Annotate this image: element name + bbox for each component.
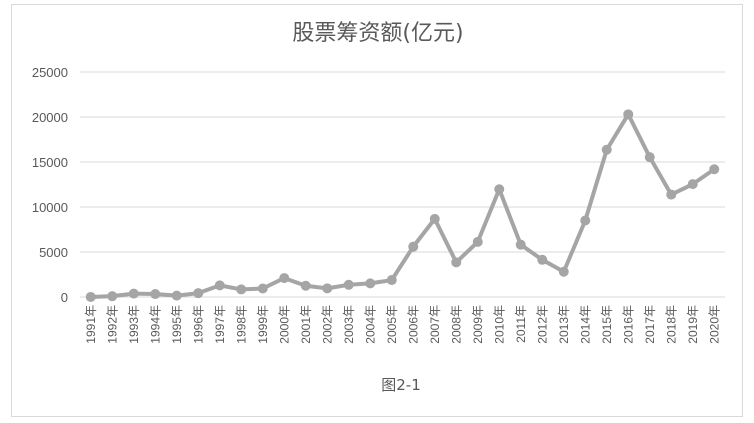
data-point-19 [494, 184, 505, 195]
y-tick-label-5: 25000 [32, 65, 68, 80]
data-point-28 [687, 179, 698, 190]
x-tick-label-4: 1995年 [170, 305, 184, 344]
series-layer [85, 109, 720, 302]
x-axis-ticks: 1991年 1992年 1993年 1994年 1995年 1996年 1997年 1998年… [84, 305, 722, 344]
x-tick-label-7: 1998年 [234, 305, 248, 344]
x-tick-label-6: 1997年 [213, 305, 227, 344]
data-point-20 [515, 239, 526, 250]
x-tick-label-23: 2014年 [578, 305, 592, 344]
x-tick-label-20: 2011年 [514, 305, 528, 343]
data-point-29 [709, 164, 720, 175]
data-point-11 [322, 283, 333, 294]
y-axis-ticks: 0 5000 10000 15000 20000 25000 [32, 65, 68, 305]
data-point-6 [214, 280, 225, 291]
data-point-17 [451, 257, 462, 268]
series-line-0 [88, 112, 717, 299]
data-point-5 [193, 288, 204, 299]
x-tick-label-26: 2017年 [643, 305, 657, 344]
data-point-13 [365, 278, 376, 289]
x-tick-label-9: 2000年 [277, 305, 291, 344]
x-tick-label-1: 1992年 [105, 305, 119, 344]
x-tick-label-21: 2012年 [535, 305, 549, 344]
data-point-15 [408, 241, 419, 252]
x-tick-label-22: 2013年 [557, 305, 571, 344]
x-tick-label-18: 2009年 [471, 305, 485, 344]
data-point-24 [601, 144, 612, 155]
data-point-8 [257, 283, 268, 294]
x-tick-label-16: 2007年 [428, 305, 442, 344]
y-tick-label-4: 20000 [32, 110, 68, 125]
data-point-22 [558, 266, 569, 277]
y-tick-label-2: 10000 [32, 200, 68, 215]
y-tick-label-1: 5000 [39, 245, 68, 260]
y-tick-label-3: 15000 [32, 155, 68, 170]
figure-caption: 图2-1 [381, 376, 421, 394]
x-tick-label-14: 2005年 [385, 305, 399, 344]
data-point-27 [666, 189, 677, 200]
gridlines [80, 71, 725, 298]
x-tick-label-29: 2020年 [707, 305, 721, 344]
data-point-14 [386, 275, 397, 286]
data-point-26 [644, 152, 655, 163]
x-tick-label-5: 1996年 [191, 305, 205, 344]
x-tick-label-17: 2008年 [449, 305, 463, 344]
data-point-25 [623, 109, 634, 120]
x-tick-label-19: 2010年 [492, 305, 506, 344]
data-point-23 [580, 215, 591, 226]
x-tick-label-25: 2016年 [621, 305, 635, 344]
x-tick-label-15: 2006年 [406, 305, 420, 344]
x-tick-label-8: 1999年 [256, 305, 270, 344]
x-tick-label-13: 2004年 [363, 305, 377, 344]
x-tick-label-10: 2001年 [299, 305, 313, 344]
x-tick-label-24: 2015年 [600, 305, 614, 344]
data-point-3 [150, 289, 161, 300]
data-point-18 [472, 236, 483, 247]
chart-title: 股票筹资额(亿元) [292, 21, 463, 46]
data-point-2 [128, 288, 139, 299]
data-point-7 [236, 284, 247, 295]
data-point-10 [300, 280, 311, 291]
data-point-9 [279, 273, 290, 284]
data-point-12 [343, 279, 354, 290]
x-tick-label-3: 1994年 [148, 305, 162, 344]
x-tick-label-12: 2003年 [342, 305, 356, 344]
data-point-1 [107, 291, 118, 302]
y-tick-label-0: 0 [61, 290, 68, 305]
x-tick-label-27: 2018年 [664, 305, 678, 344]
x-tick-label-2: 1993年 [127, 305, 141, 344]
x-tick-label-11: 2002年 [320, 305, 334, 344]
x-tick-label-28: 2019年 [686, 305, 700, 344]
data-point-4 [171, 290, 182, 301]
chart-frame [11, 4, 743, 417]
data-point-0 [85, 291, 96, 302]
x-tick-label-0: 1991年 [84, 305, 98, 344]
data-point-16 [429, 213, 440, 224]
data-point-21 [537, 254, 548, 265]
